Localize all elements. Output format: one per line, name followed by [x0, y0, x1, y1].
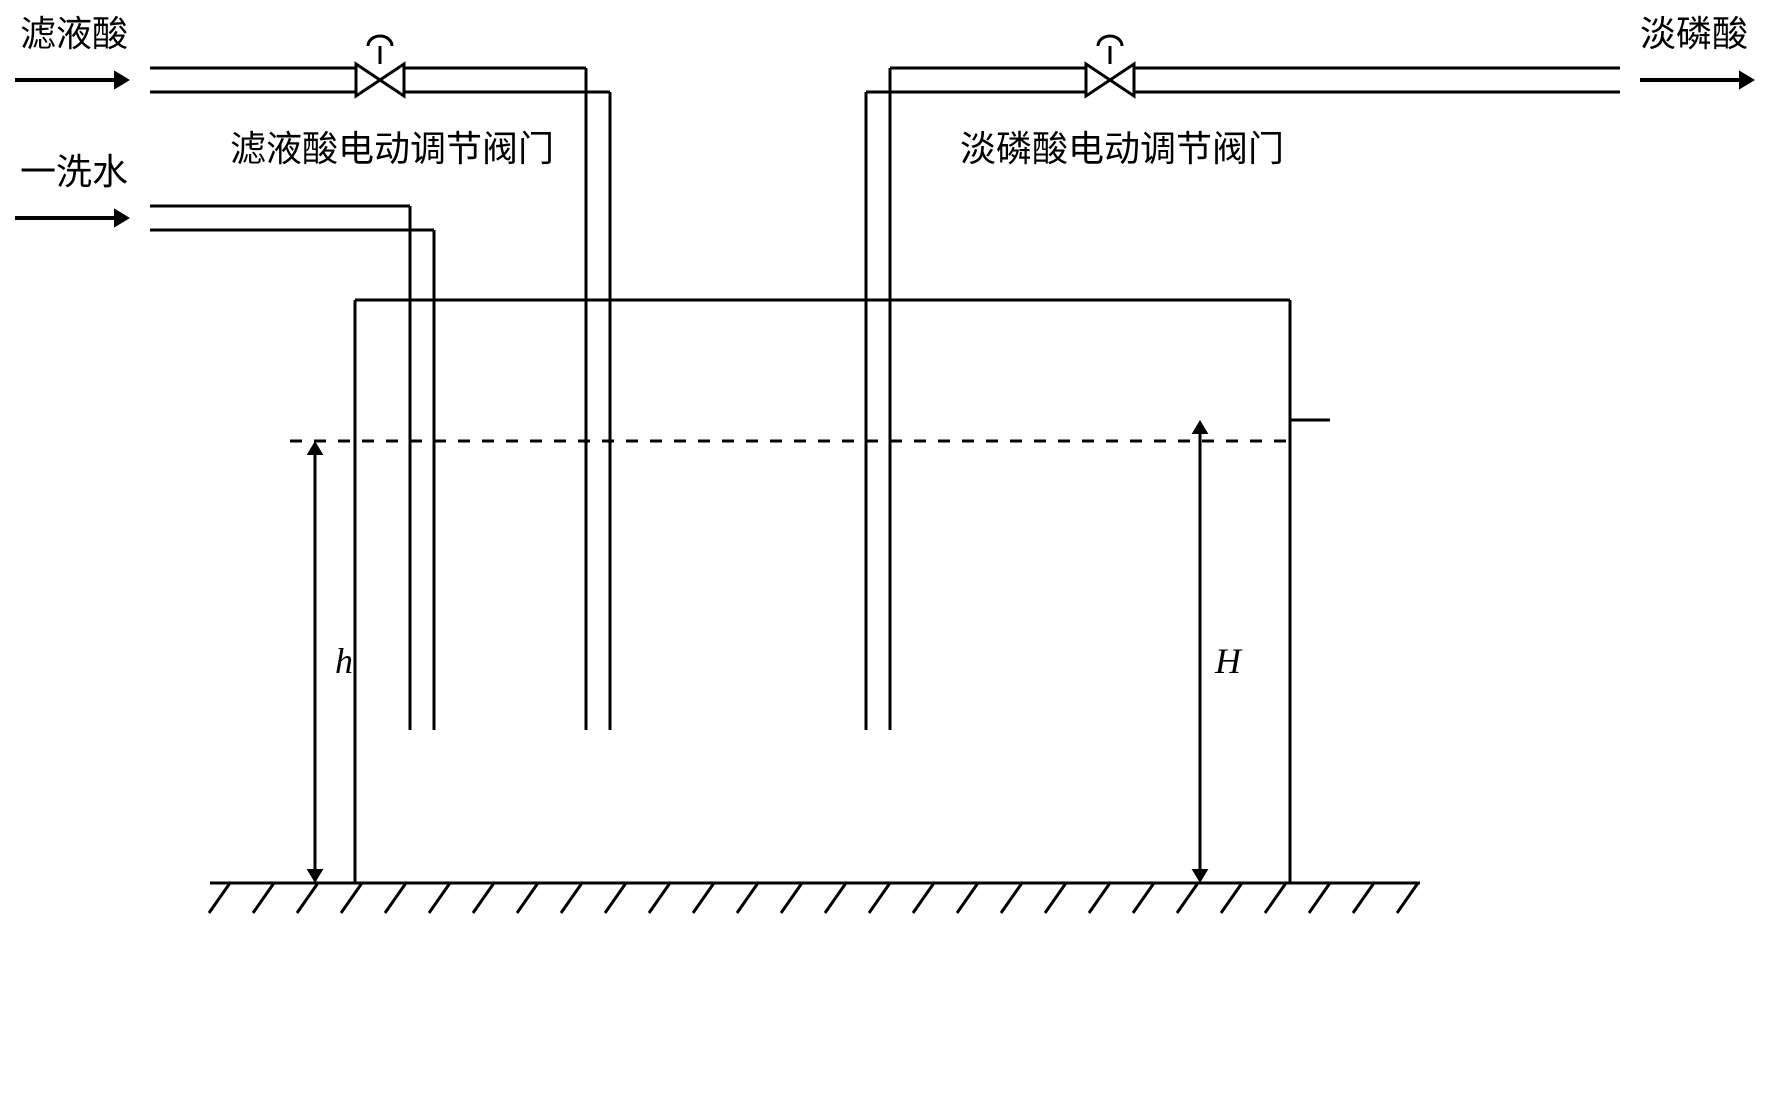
label-wash-water: 一洗水 — [20, 143, 128, 195]
label-H: H — [1215, 640, 1241, 682]
label-h: h — [335, 640, 353, 682]
label-dilute-phosphoric-acid: 淡磷酸 — [1640, 5, 1748, 57]
label-right-valve: 淡磷酸电动调节阀门 — [960, 120, 1284, 172]
label-filtrate-acid: 滤液酸 — [20, 5, 128, 57]
label-left-valve: 滤液酸电动调节阀门 — [230, 120, 554, 172]
